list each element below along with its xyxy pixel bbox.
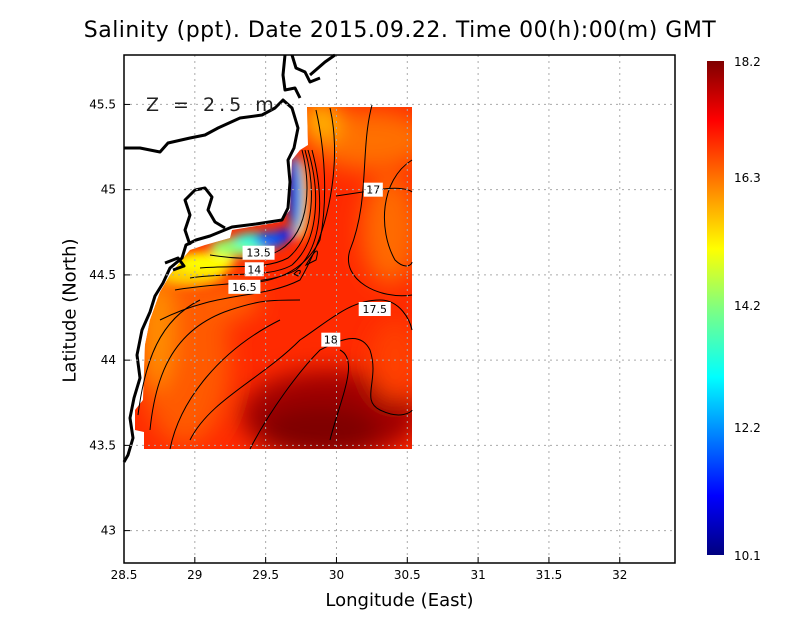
y-tick-label: 45.5 [89, 97, 116, 111]
depth-annotation: Z = 2.5 m [146, 94, 278, 116]
contour-label-bg [363, 182, 383, 197]
x-axis-label: Longitude (East) [325, 590, 474, 611]
x-tick-label: 30.5 [394, 568, 421, 582]
contour-label-text: 18 [324, 334, 338, 347]
x-tick-label: 31 [470, 568, 485, 582]
coastline [122, 53, 336, 463]
x-axis-ticks: 28.5 29 29.5 30 30.5 31 31.5 32 [111, 557, 627, 582]
x-tick-label: 28.5 [111, 568, 138, 582]
plot-frame [123, 54, 676, 564]
colorbar-tick-label: 14.2 [734, 299, 761, 313]
x-tick-label: 30 [329, 568, 344, 582]
colorbar-tick-label: 12.2 [734, 421, 761, 435]
contour-label-text: 17.5 [362, 303, 387, 316]
contour-label: 18 [321, 332, 341, 347]
y-tick-label: 43 [101, 524, 116, 538]
colorbar-ticks: 10.1 12.2 14.2 16.3 18.2 [734, 55, 761, 563]
colorbar [707, 61, 724, 555]
x-tick-label: 29 [187, 568, 202, 582]
x-tick-label: 31.5 [536, 568, 563, 582]
y-tick-label: 44.5 [89, 268, 116, 282]
contour-lines [137, 104, 413, 450]
contour-label-bg [358, 302, 391, 316]
contour-label: 17.5 [358, 302, 391, 316]
contour-label: 14 [244, 262, 264, 277]
contour-label: 16.5 [228, 279, 261, 294]
y-tick-label: 44 [101, 353, 116, 367]
x-tick-label: 32 [612, 568, 627, 582]
y-tick-label: 45 [101, 183, 116, 197]
colorbar-tick-label: 10.1 [734, 549, 761, 563]
contour-label-text: 17 [366, 184, 380, 197]
contour-label-bg [228, 279, 261, 294]
contour-labels: 13.5 14 16.5 17 17.5 18 [228, 182, 391, 347]
contour-label-bg [244, 262, 264, 277]
y-tick-label: 43.5 [89, 438, 116, 452]
contour-label: 13.5 [242, 245, 275, 260]
x-tick-label: 29.5 [252, 568, 279, 582]
y-axis-ticks: 43 43.5 44 44.5 45 45.5 [89, 97, 130, 538]
contour-label-bg [321, 332, 341, 347]
colorbar-tick-label: 18.2 [734, 55, 761, 69]
colorbar-tick-label: 16.3 [734, 171, 761, 185]
chart-title: Salinity (ppt). Date 2015.09.22. Time 00… [83, 18, 717, 43]
contour-label: 17 [363, 182, 383, 197]
salinity-field [135, 107, 412, 449]
grid-lines [124, 55, 675, 563]
contour-label-bg [242, 245, 275, 260]
contour-label-text: 13.5 [246, 247, 271, 260]
contour-label-text: 16.5 [232, 281, 257, 294]
contour-label-text: 14 [247, 263, 261, 276]
